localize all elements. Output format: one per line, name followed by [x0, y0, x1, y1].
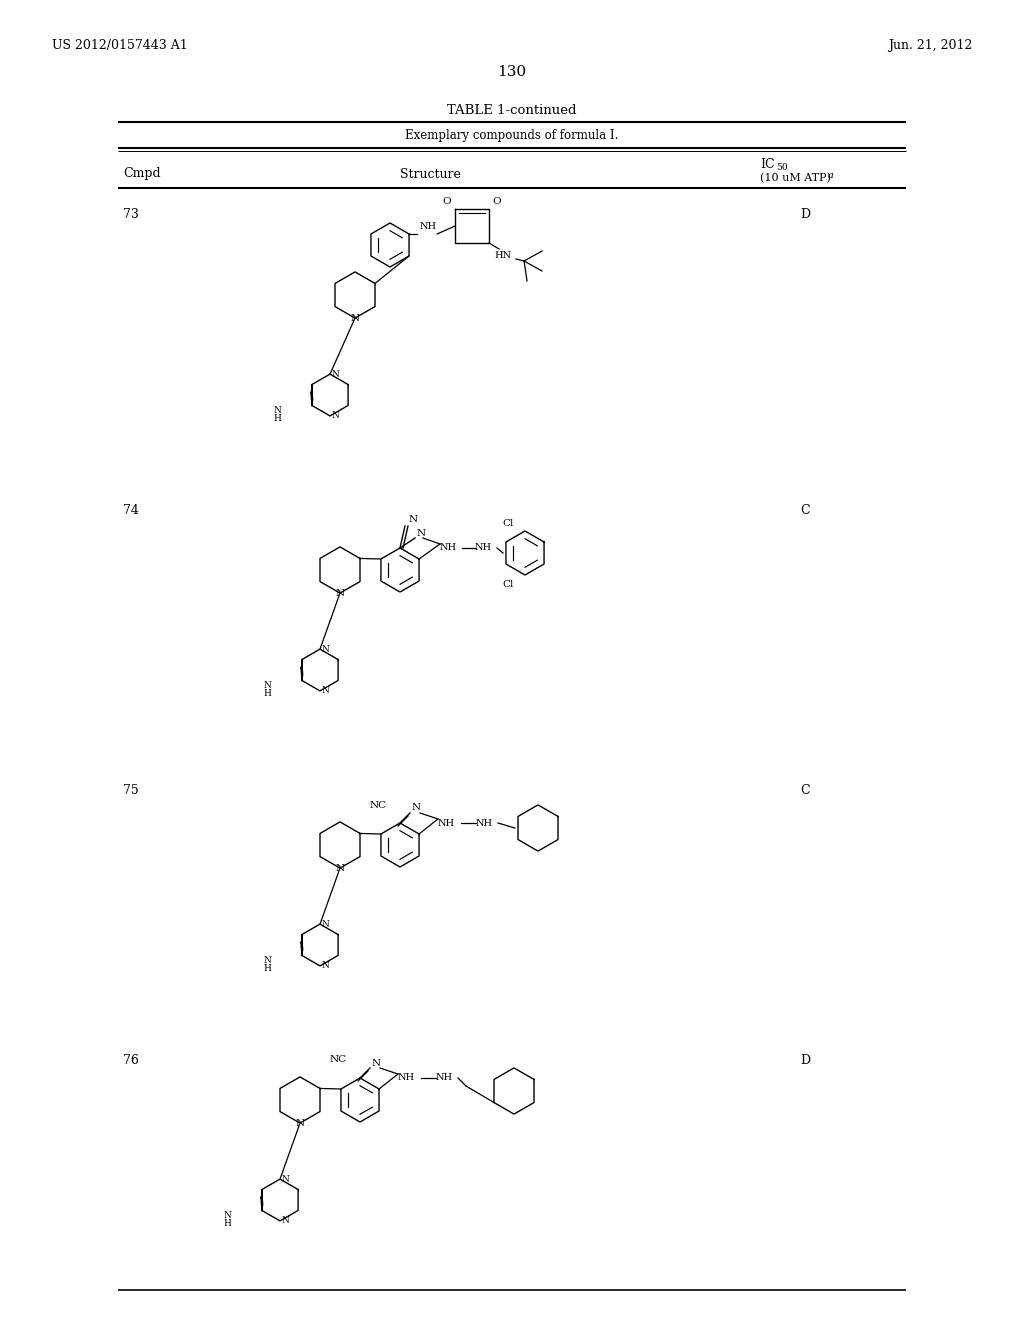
Text: N: N: [322, 961, 330, 970]
Text: N: N: [322, 920, 330, 928]
Text: N: N: [322, 644, 330, 653]
Text: 74: 74: [123, 503, 138, 516]
Text: N: N: [332, 412, 340, 420]
Text: N: N: [264, 681, 271, 690]
Text: NC: NC: [330, 1056, 347, 1064]
Text: C: C: [800, 784, 810, 796]
Text: N: N: [336, 589, 344, 598]
Text: TABLE 1-continued: TABLE 1-continued: [447, 103, 577, 116]
Text: 76: 76: [123, 1053, 138, 1067]
Text: N: N: [350, 314, 359, 322]
Text: N: N: [412, 804, 421, 813]
Text: HN: HN: [494, 251, 511, 260]
Text: NH: NH: [476, 818, 494, 828]
Text: Cl: Cl: [502, 520, 513, 528]
Text: N: N: [372, 1059, 381, 1068]
Text: Cl: Cl: [502, 579, 513, 589]
Text: NH: NH: [436, 1073, 454, 1082]
Text: H: H: [273, 414, 282, 424]
Text: US 2012/0157443 A1: US 2012/0157443 A1: [52, 38, 187, 51]
Text: Exemplary compounds of formula I.: Exemplary compounds of formula I.: [406, 129, 618, 143]
Text: D: D: [800, 1053, 810, 1067]
Text: NC: NC: [370, 800, 387, 809]
Text: NH: NH: [440, 544, 457, 553]
Text: O: O: [493, 197, 502, 206]
Text: Jun. 21, 2012: Jun. 21, 2012: [888, 38, 972, 51]
Text: NH: NH: [438, 818, 455, 828]
Text: N: N: [282, 1217, 290, 1225]
Text: N: N: [332, 370, 340, 379]
Text: 130: 130: [498, 65, 526, 79]
Text: 73: 73: [123, 209, 138, 222]
Text: 75: 75: [123, 784, 138, 796]
Text: N: N: [417, 528, 426, 537]
Text: N: N: [273, 407, 282, 416]
Text: N: N: [224, 1212, 231, 1221]
Text: N: N: [282, 1175, 290, 1184]
Text: NH: NH: [475, 544, 493, 553]
Text: O: O: [442, 197, 452, 206]
Text: NH: NH: [398, 1073, 415, 1082]
Text: Cmpd: Cmpd: [123, 168, 161, 181]
Text: a: a: [828, 172, 834, 181]
Text: Structure: Structure: [399, 168, 461, 181]
Text: 50: 50: [776, 164, 787, 173]
Text: C: C: [800, 503, 810, 516]
Text: H: H: [264, 689, 271, 698]
Text: NH: NH: [420, 222, 437, 231]
Text: N: N: [296, 1118, 304, 1127]
Text: N: N: [336, 863, 344, 873]
Text: N: N: [264, 957, 271, 965]
Text: D: D: [800, 209, 810, 222]
Text: N: N: [322, 686, 330, 696]
Text: H: H: [264, 964, 271, 973]
Text: H: H: [224, 1220, 231, 1228]
Text: (10 uM ATP): (10 uM ATP): [760, 173, 830, 183]
Text: IC: IC: [760, 158, 774, 172]
Text: N: N: [409, 516, 418, 524]
